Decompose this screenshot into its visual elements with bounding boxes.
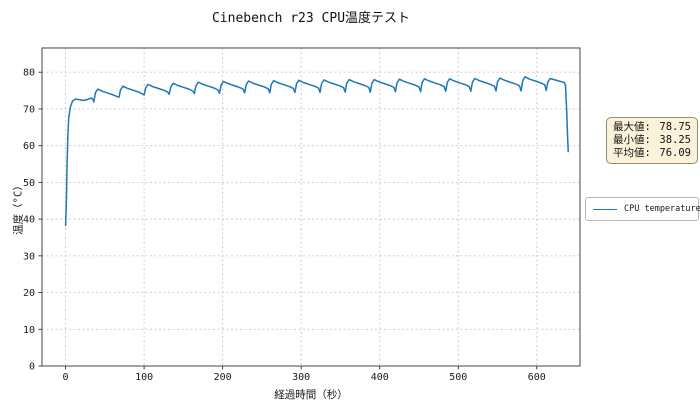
y-tick-label: 80 [23,68,35,79]
stats-max-label: 最大値: [613,121,651,133]
x-tick-label: 600 [528,372,546,383]
y-tick-label: 40 [23,215,35,226]
y-tick-label: 30 [23,251,35,262]
stats-row-max: 最大値: 78.75 [613,121,691,134]
y-tick-label: 60 [23,141,35,152]
chart-title: Cinebench r23 CPU温度テスト [211,11,411,26]
stats-min-value: 38.25 [659,134,691,146]
legend-label: CPU temperature [624,204,700,214]
x-tick-label: 0 [63,372,69,383]
temperature-line [64,76,569,227]
x-axis-label: 経過時間（秒） [274,389,348,401]
x-tick-label: 400 [371,372,389,383]
axes-frame [41,47,581,367]
x-tick-label: 100 [135,372,153,383]
stats-max-value: 78.75 [659,121,691,133]
stats-row-mean: 平均値: 76.09 [613,147,691,160]
stats-min-label: 最小値: [613,134,651,146]
x-tick-label: 500 [449,372,467,383]
stats-mean-value: 76.09 [659,147,691,159]
x-tick-label: 300 [292,372,310,383]
y-axis-label: 温度（°C） [12,180,25,235]
y-tick-label: 20 [23,288,35,299]
stats-mean-label: 平均値: [613,147,651,159]
legend: CPU temperature [585,197,700,221]
y-tick-label: 70 [23,104,35,115]
y-tick-label: 0 [29,362,35,373]
legend-line-sample-icon [593,208,617,210]
y-tick-label: 10 [23,325,35,336]
x-tick-label: 200 [214,372,232,383]
y-tick-label: 50 [23,178,35,189]
stats-box: 最大値: 78.75 最小値: 38.25 平均値: 76.09 [606,117,698,164]
stats-row-min: 最小値: 38.25 [613,134,691,147]
